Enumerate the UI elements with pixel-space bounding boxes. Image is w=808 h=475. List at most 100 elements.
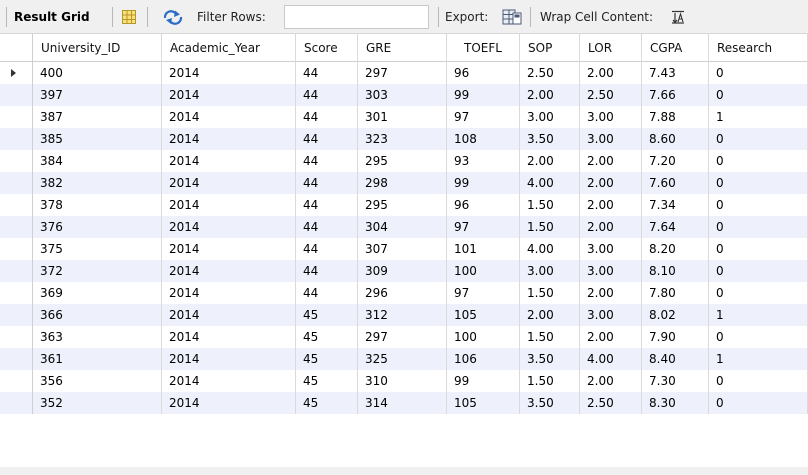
cell-lor[interactable]: 2.00	[580, 326, 642, 348]
row-selector[interactable]	[0, 62, 33, 84]
cell-university-id[interactable]: 375	[33, 238, 162, 260]
cell-cgpa[interactable]: 7.60	[642, 172, 709, 194]
cell-research[interactable]: 0	[709, 238, 808, 260]
cell-sop[interactable]: 3.00	[520, 260, 580, 282]
cell-cgpa[interactable]: 7.34	[642, 194, 709, 216]
cell-toefl[interactable]: 93	[447, 150, 520, 172]
cell-sop[interactable]: 2.00	[520, 84, 580, 106]
cell-research[interactable]: 0	[709, 84, 808, 106]
table-row[interactable]: 366 2014 45 312 105 2.00 3.00 8.02 1	[0, 304, 808, 326]
row-selector[interactable]	[0, 172, 33, 194]
cell-gre[interactable]: 295	[358, 194, 447, 216]
cell-lor[interactable]: 3.00	[580, 128, 642, 150]
cell-lor[interactable]: 3.00	[580, 238, 642, 260]
cell-academic-year[interactable]: 2014	[162, 216, 296, 238]
cell-research[interactable]: 1	[709, 348, 808, 370]
cell-score[interactable]: 45	[296, 348, 358, 370]
cell-score[interactable]: 45	[296, 326, 358, 348]
row-selector[interactable]	[0, 106, 33, 128]
cell-sop[interactable]: 4.00	[520, 172, 580, 194]
cell-lor[interactable]: 2.50	[580, 84, 642, 106]
cell-score[interactable]: 45	[296, 304, 358, 326]
row-selector[interactable]	[0, 282, 33, 304]
cell-university-id[interactable]: 356	[33, 370, 162, 392]
cell-gre[interactable]: 323	[358, 128, 447, 150]
cell-toefl[interactable]: 99	[447, 172, 520, 194]
cell-score[interactable]: 44	[296, 282, 358, 304]
row-selector[interactable]	[0, 238, 33, 260]
cell-lor[interactable]: 4.00	[580, 348, 642, 370]
column-header-sop[interactable]: SOP	[520, 34, 580, 62]
column-header-gre[interactable]: GRE	[358, 34, 447, 62]
cell-university-id[interactable]: 369	[33, 282, 162, 304]
column-header-university-id[interactable]: University_ID	[33, 34, 162, 62]
grid-form-toggle-button[interactable]	[121, 0, 137, 34]
cell-sop[interactable]: 1.50	[520, 326, 580, 348]
cell-score[interactable]: 44	[296, 150, 358, 172]
cell-toefl[interactable]: 105	[447, 392, 520, 414]
row-selector[interactable]	[0, 150, 33, 172]
cell-academic-year[interactable]: 2014	[162, 106, 296, 128]
cell-sop[interactable]: 2.50	[520, 62, 580, 84]
cell-academic-year[interactable]: 2014	[162, 370, 296, 392]
column-header-toefl[interactable]: TOEFL	[447, 34, 520, 62]
cell-sop[interactable]: 3.50	[520, 348, 580, 370]
cell-sop[interactable]: 1.50	[520, 282, 580, 304]
cell-toefl[interactable]: 97	[447, 106, 520, 128]
cell-academic-year[interactable]: 2014	[162, 172, 296, 194]
cell-university-id[interactable]: 397	[33, 84, 162, 106]
cell-research[interactable]: 0	[709, 326, 808, 348]
row-selector[interactable]	[0, 370, 33, 392]
cell-university-id[interactable]: 385	[33, 128, 162, 150]
cell-university-id[interactable]: 378	[33, 194, 162, 216]
cell-cgpa[interactable]: 8.10	[642, 260, 709, 282]
cell-sop[interactable]: 3.50	[520, 392, 580, 414]
table-row[interactable]: 375 2014 44 307 101 4.00 3.00 8.20 0	[0, 238, 808, 260]
cell-cgpa[interactable]: 8.40	[642, 348, 709, 370]
cell-gre[interactable]: 297	[358, 326, 447, 348]
column-header-cgpa[interactable]: CGPA	[642, 34, 709, 62]
cell-gre[interactable]: 303	[358, 84, 447, 106]
table-row[interactable]: 387 2014 44 301 97 3.00 3.00 7.88 1	[0, 106, 808, 128]
cell-toefl[interactable]: 100	[447, 326, 520, 348]
table-row[interactable]: 361 2014 45 325 106 3.50 4.00 8.40 1	[0, 348, 808, 370]
cell-research[interactable]: 1	[709, 106, 808, 128]
cell-academic-year[interactable]: 2014	[162, 348, 296, 370]
cell-score[interactable]: 44	[296, 106, 358, 128]
column-header-academic-year[interactable]: Academic_Year	[162, 34, 296, 62]
cell-lor[interactable]: 2.00	[580, 216, 642, 238]
cell-sop[interactable]: 1.50	[520, 370, 580, 392]
row-selector[interactable]	[0, 348, 33, 370]
cell-gre[interactable]: 295	[358, 150, 447, 172]
cell-research[interactable]: 0	[709, 194, 808, 216]
cell-lor[interactable]: 2.00	[580, 150, 642, 172]
cell-lor[interactable]: 3.00	[580, 260, 642, 282]
cell-lor[interactable]: 3.00	[580, 106, 642, 128]
cell-score[interactable]: 44	[296, 216, 358, 238]
cell-lor[interactable]: 3.00	[580, 304, 642, 326]
cell-toefl[interactable]: 100	[447, 260, 520, 282]
cell-cgpa[interactable]: 8.02	[642, 304, 709, 326]
cell-university-id[interactable]: 400	[33, 62, 162, 84]
table-row[interactable]: 356 2014 45 310 99 1.50 2.00 7.30 0	[0, 370, 808, 392]
table-row[interactable]: 369 2014 44 296 97 1.50 2.00 7.80 0	[0, 282, 808, 304]
table-row[interactable]: 397 2014 44 303 99 2.00 2.50 7.66 0	[0, 84, 808, 106]
cell-score[interactable]: 44	[296, 260, 358, 282]
cell-gre[interactable]: 301	[358, 106, 447, 128]
row-selector[interactable]	[0, 128, 33, 150]
cell-university-id[interactable]: 352	[33, 392, 162, 414]
cell-gre[interactable]: 325	[358, 348, 447, 370]
cell-academic-year[interactable]: 2014	[162, 194, 296, 216]
cell-cgpa[interactable]: 8.20	[642, 238, 709, 260]
cell-research[interactable]: 0	[709, 216, 808, 238]
row-selector[interactable]	[0, 194, 33, 216]
cell-toefl[interactable]: 108	[447, 128, 520, 150]
row-selector[interactable]	[0, 260, 33, 282]
table-row[interactable]: 363 2014 45 297 100 1.50 2.00 7.90 0	[0, 326, 808, 348]
row-selector[interactable]	[0, 84, 33, 106]
cell-university-id[interactable]: 372	[33, 260, 162, 282]
cell-toefl[interactable]: 96	[447, 62, 520, 84]
cell-toefl[interactable]: 105	[447, 304, 520, 326]
cell-toefl[interactable]: 96	[447, 194, 520, 216]
cell-toefl[interactable]: 97	[447, 216, 520, 238]
